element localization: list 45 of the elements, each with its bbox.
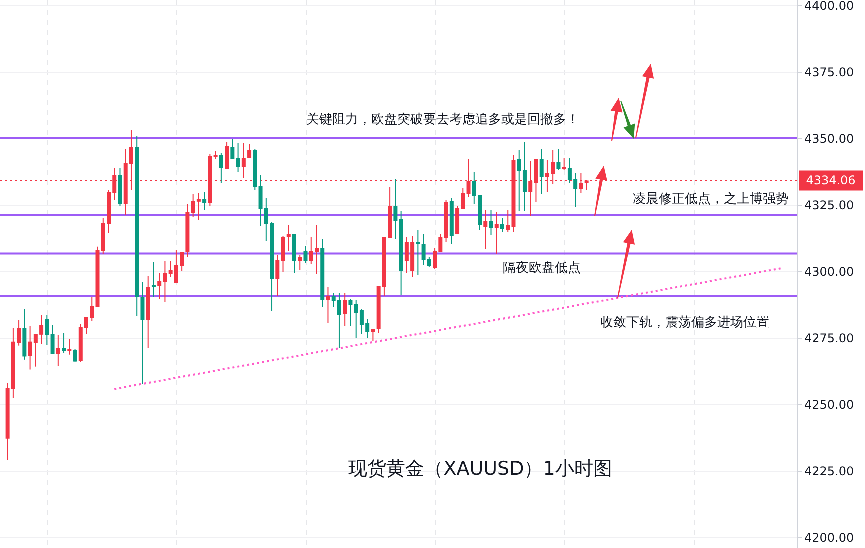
candlestick — [73, 348, 78, 362]
candlestick — [56, 334, 60, 367]
candlestick — [45, 314, 50, 346]
candlestick — [50, 324, 55, 355]
candlestick — [62, 332, 66, 354]
candlestick — [484, 210, 488, 250]
candlestick — [202, 192, 207, 211]
ref-line-label: 关键阻力，欧盘突破要去考虑追多或是回撤多！ — [306, 112, 580, 128]
candlestick — [298, 254, 302, 271]
ref-line-label: 隔夜欧盘低点 — [503, 260, 581, 276]
y-tick-label: 4300.00 — [804, 264, 854, 279]
candlestick — [489, 210, 494, 236]
candlestick — [281, 236, 286, 273]
candlestick — [304, 246, 308, 264]
candlestick — [230, 138, 235, 160]
y-tick-label: 4350.00 — [804, 132, 854, 146]
ref-line-label: 凌晨修正低点，之上博强势 — [633, 192, 789, 208]
y-tick-label: 4200.00 — [804, 530, 854, 545]
candlestick — [286, 224, 291, 252]
candlestick — [540, 148, 544, 195]
y-tick-label: 4250.00 — [804, 398, 854, 412]
candlestick — [219, 152, 224, 184]
candlestick — [562, 158, 566, 171]
candlestick — [343, 292, 348, 327]
candlestick — [140, 282, 145, 385]
candlestick — [348, 298, 353, 327]
y-tick-label: 4275.00 — [804, 331, 854, 346]
y-tick-label: 4325.00 — [804, 198, 854, 212]
candlestick — [248, 144, 252, 159]
candlestick — [416, 230, 420, 276]
candlestick — [236, 142, 240, 173]
y-tick-label: 4400.00 — [804, 0, 854, 13]
candlestick — [326, 286, 330, 324]
candlestick — [152, 262, 156, 298]
text: 现货黄金（XAUUSD）1小时图 — [348, 458, 612, 480]
candlestick — [276, 254, 280, 297]
ref-line-label: 4334.06 — [806, 174, 856, 188]
y-tick-label: 4375.00 — [804, 65, 854, 80]
y-tick-label: 4225.00 — [804, 464, 854, 478]
candlestick — [225, 142, 230, 170]
candlestick — [394, 178, 398, 240]
candlestick — [242, 142, 246, 179]
ref-line-label: 收敛下轨，震荡偏多进场位置 — [600, 315, 770, 330]
candlestick — [500, 218, 504, 233]
candlestick — [556, 148, 561, 171]
